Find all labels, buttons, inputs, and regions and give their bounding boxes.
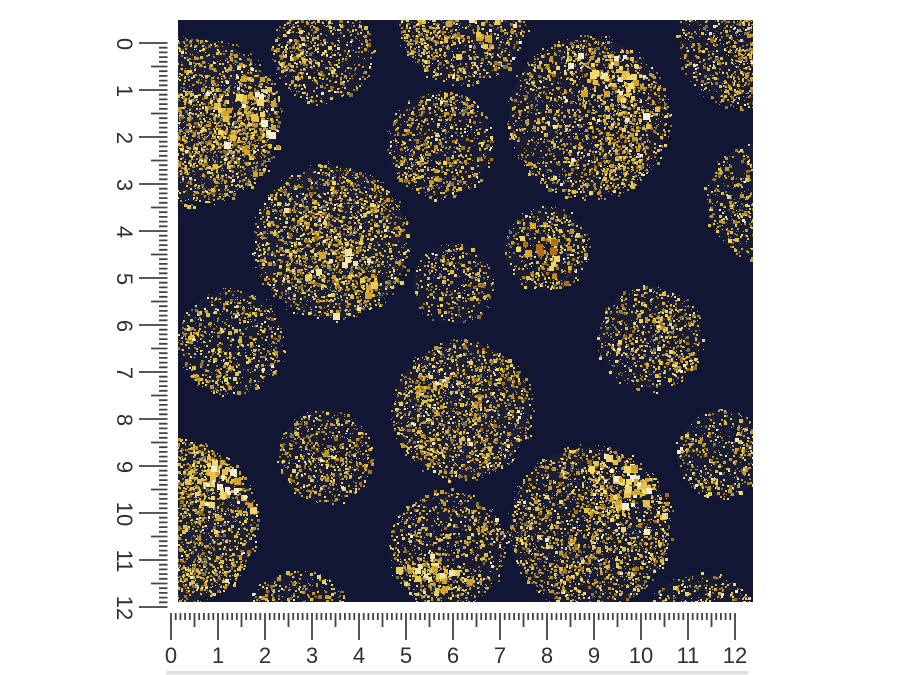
- svg-text:0: 0: [112, 38, 137, 50]
- svg-text:11: 11: [677, 643, 700, 668]
- svg-text:5: 5: [112, 273, 137, 285]
- svg-text:9: 9: [588, 643, 600, 668]
- svg-text:12: 12: [723, 643, 747, 668]
- svg-text:6: 6: [112, 320, 137, 332]
- svg-text:3: 3: [306, 643, 318, 668]
- svg-text:1: 1: [112, 85, 137, 97]
- svg-text:8: 8: [541, 643, 553, 668]
- svg-text:8: 8: [112, 414, 137, 426]
- svg-text:10: 10: [629, 643, 653, 668]
- svg-text:4: 4: [112, 226, 137, 238]
- svg-text:7: 7: [112, 367, 137, 379]
- svg-text:0: 0: [165, 643, 177, 668]
- svg-text:1: 1: [212, 643, 224, 668]
- svg-text:7: 7: [494, 643, 506, 668]
- svg-text:9: 9: [112, 461, 137, 473]
- svg-text:11: 11: [112, 550, 137, 573]
- svg-text:2: 2: [259, 643, 271, 668]
- svg-text:5: 5: [400, 643, 412, 668]
- svg-text:2: 2: [112, 132, 137, 144]
- svg-text:3: 3: [112, 179, 137, 191]
- svg-text:10: 10: [112, 502, 137, 526]
- svg-text:4: 4: [353, 643, 365, 668]
- svg-text:6: 6: [447, 643, 459, 668]
- svg-text:12: 12: [112, 596, 137, 620]
